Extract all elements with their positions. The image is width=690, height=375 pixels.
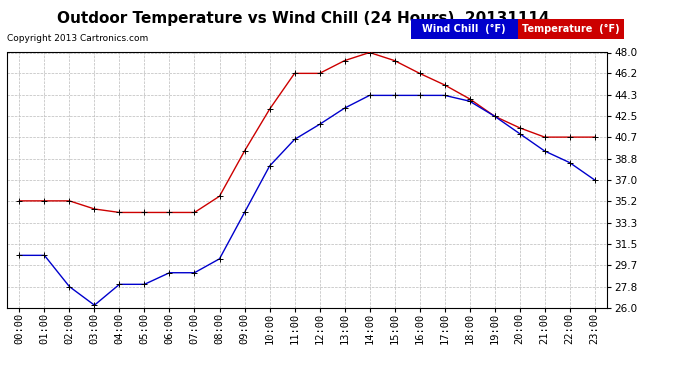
Text: Outdoor Temperature vs Wind Chill (24 Hours)  20131114: Outdoor Temperature vs Wind Chill (24 Ho… [57,11,550,26]
Text: Copyright 2013 Cartronics.com: Copyright 2013 Cartronics.com [7,34,148,43]
Text: Wind Chill  (°F): Wind Chill (°F) [422,24,506,34]
Text: Temperature  (°F): Temperature (°F) [522,24,620,34]
